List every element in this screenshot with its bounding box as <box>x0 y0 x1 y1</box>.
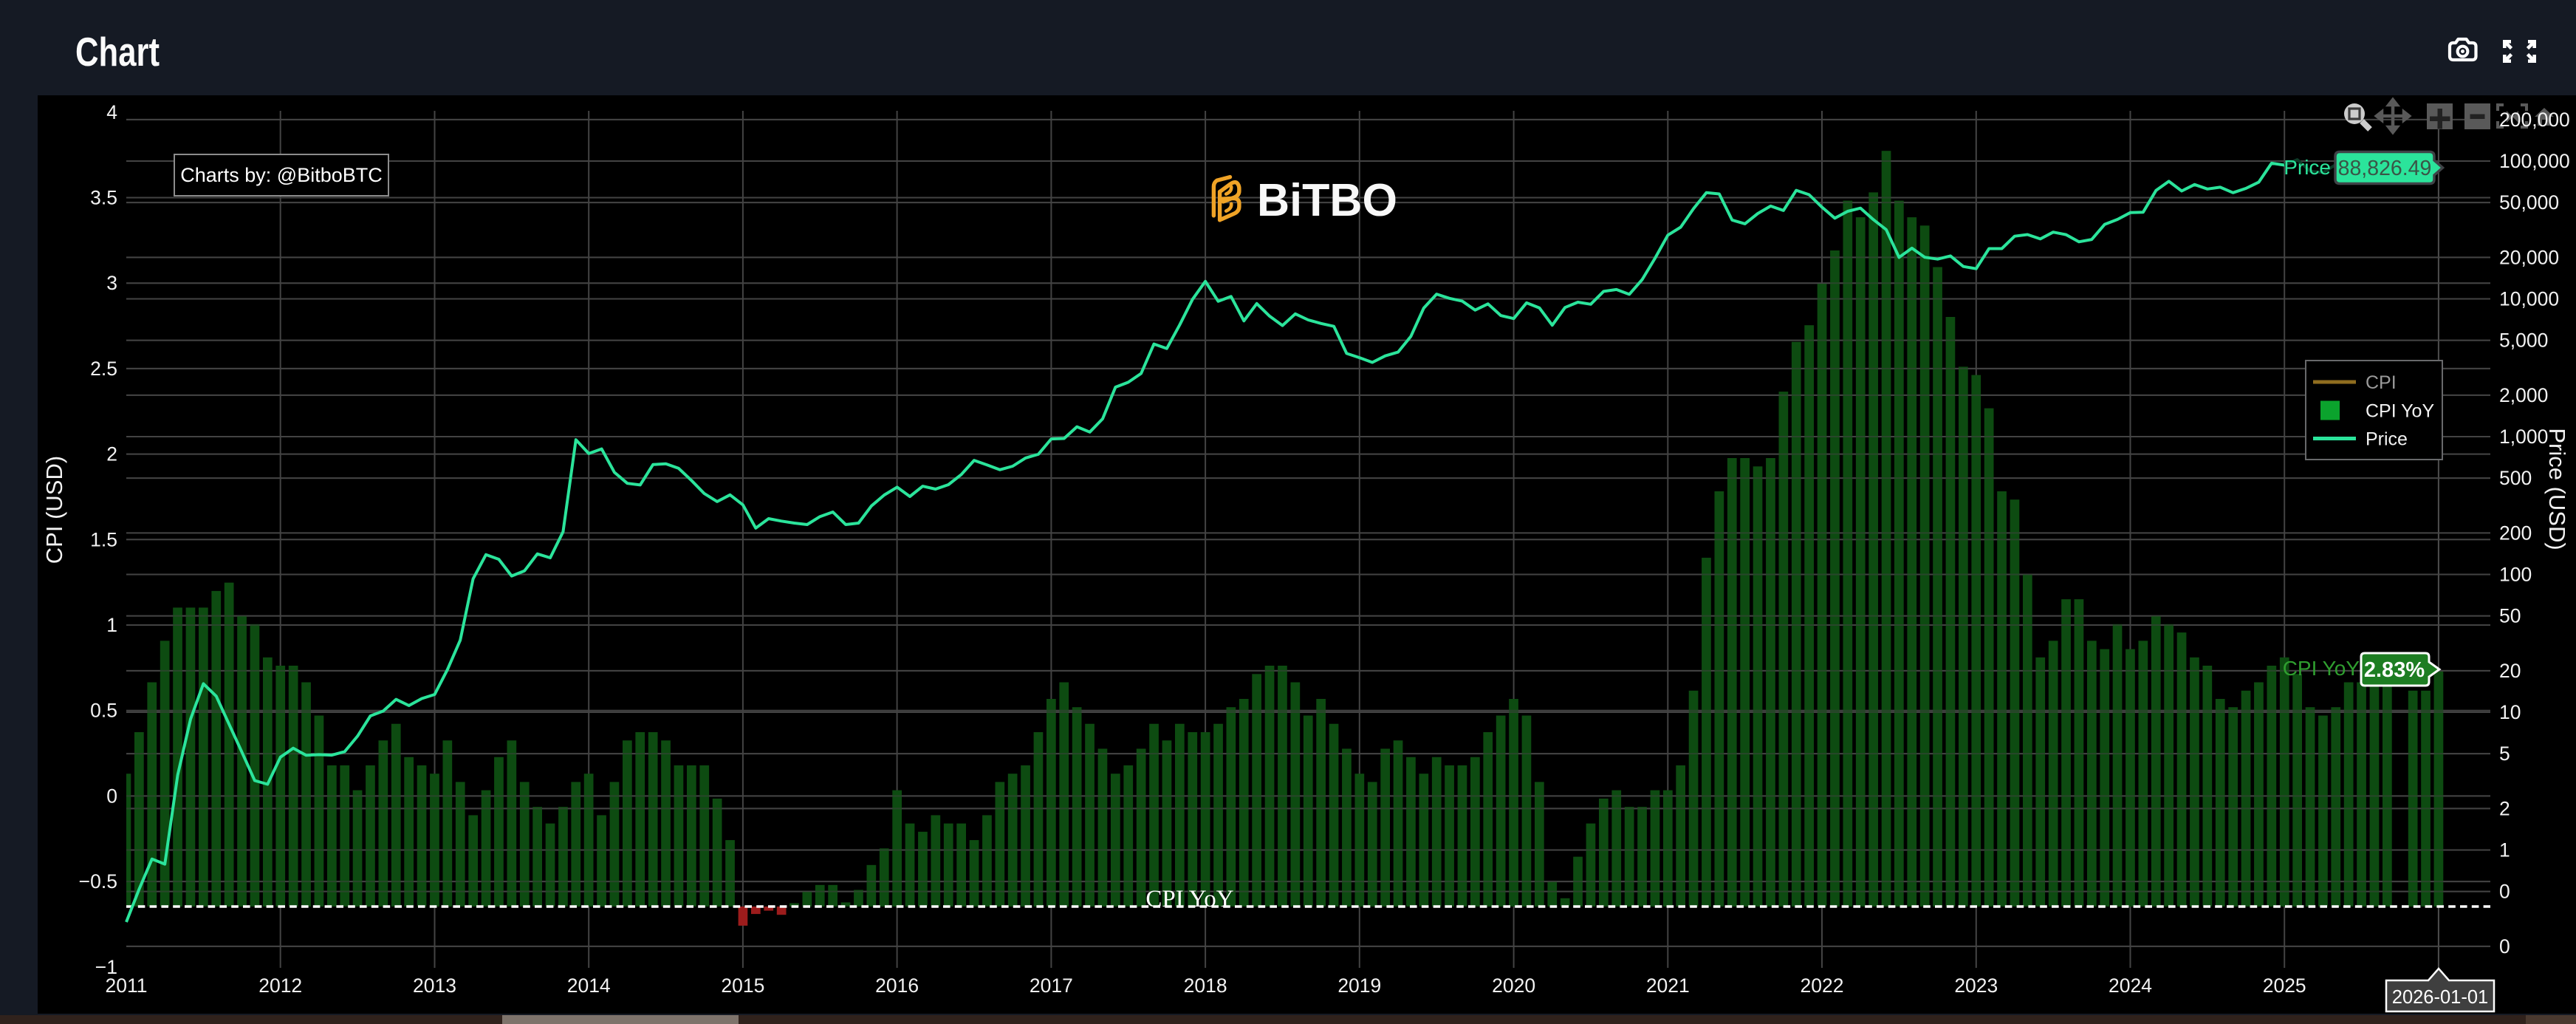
svg-text:2: 2 <box>2499 797 2510 819</box>
svg-text:2024: 2024 <box>2109 974 2152 997</box>
svg-text:2026-01-01: 2026-01-01 <box>2392 987 2488 1008</box>
svg-text:3.5: 3.5 <box>90 187 117 209</box>
svg-text:2018: 2018 <box>1184 974 1227 997</box>
svg-text:Price: Price <box>2366 429 2408 450</box>
svg-text:Price: Price <box>2284 156 2331 179</box>
svg-text:2: 2 <box>106 443 117 465</box>
svg-text:1: 1 <box>106 614 117 636</box>
svg-text:CPI YoY: CPI YoY <box>2366 401 2434 422</box>
svg-text:Charts by: @BitboBTC: Charts by: @BitboBTC <box>180 164 383 186</box>
svg-text:2.83%: 2.83% <box>2364 658 2425 682</box>
svg-text:2022: 2022 <box>1801 974 1844 997</box>
svg-text:2021: 2021 <box>1646 974 1690 997</box>
svg-text:5,000: 5,000 <box>2499 330 2548 352</box>
svg-text:200,000: 200,000 <box>2499 109 2570 131</box>
svg-text:0: 0 <box>2499 881 2510 903</box>
svg-text:1: 1 <box>2499 839 2510 861</box>
svg-text:2016: 2016 <box>875 974 919 997</box>
svg-text:5: 5 <box>2499 743 2510 765</box>
svg-text:BiTBO: BiTBO <box>1257 175 1397 226</box>
svg-text:Chart: Chart <box>75 29 160 75</box>
svg-text:100,000: 100,000 <box>2499 150 2570 172</box>
svg-text:CPI YoY: CPI YoY <box>2283 657 2360 680</box>
svg-text:2,000: 2,000 <box>2499 384 2548 406</box>
svg-text:2013: 2013 <box>413 974 456 997</box>
svg-text:3: 3 <box>106 272 117 294</box>
svg-text:2017: 2017 <box>1030 974 1073 997</box>
svg-text:2.5: 2.5 <box>90 358 117 380</box>
svg-text:CPI (USD): CPI (USD) <box>41 456 67 564</box>
svg-text:CPI: CPI <box>2366 372 2397 393</box>
svg-text:2011: 2011 <box>106 974 148 997</box>
svg-text:2012: 2012 <box>258 974 302 997</box>
svg-text:2014: 2014 <box>567 974 611 997</box>
svg-text:0: 0 <box>2499 935 2510 958</box>
svg-text:0.5: 0.5 <box>90 700 117 722</box>
svg-text:10: 10 <box>2499 701 2521 723</box>
svg-text:10,000: 10,000 <box>2499 288 2559 310</box>
svg-text:20: 20 <box>2499 660 2521 682</box>
svg-text:1,000: 1,000 <box>2499 426 2548 448</box>
svg-text:20,000: 20,000 <box>2499 246 2559 268</box>
svg-text:100: 100 <box>2499 564 2532 586</box>
svg-text:2019: 2019 <box>1337 974 1381 997</box>
svg-text:−0.5: −0.5 <box>79 870 117 892</box>
svg-text:50,000: 50,000 <box>2499 191 2559 214</box>
svg-text:500: 500 <box>2499 467 2532 489</box>
svg-text:50: 50 <box>2499 605 2521 627</box>
svg-text:−1: −1 <box>95 956 117 978</box>
svg-text:2025: 2025 <box>2263 974 2306 997</box>
svg-text:0: 0 <box>106 785 117 807</box>
svg-text:CPI YoY: CPI YoY <box>1145 886 1233 912</box>
svg-text:200: 200 <box>2499 522 2532 544</box>
svg-text:1.5: 1.5 <box>90 528 117 550</box>
svg-text:88,826.49: 88,826.49 <box>2338 157 2432 180</box>
svg-text:Price (USD): Price (USD) <box>2544 428 2570 550</box>
svg-text:4: 4 <box>106 101 117 123</box>
svg-text:2020: 2020 <box>1492 974 1535 997</box>
svg-text:2023: 2023 <box>1954 974 1998 997</box>
svg-text:2015: 2015 <box>721 974 764 997</box>
